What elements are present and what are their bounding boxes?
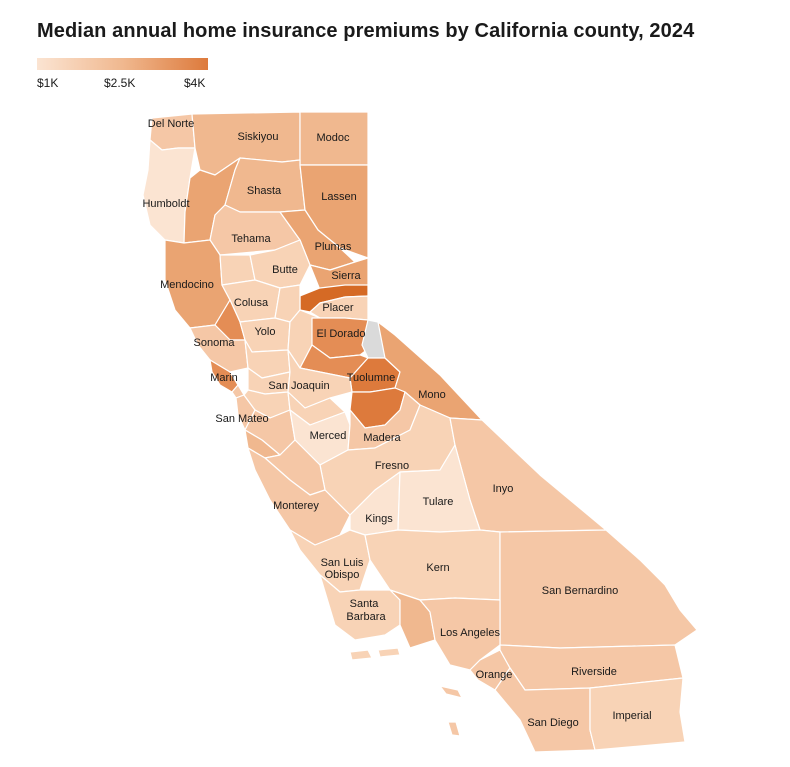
legend-tick-mid: $2.5K (104, 76, 136, 90)
label-sonoma: Sonoma (194, 337, 236, 349)
county-san-joaquin[interactable] (287, 349, 353, 409)
label-san-joaquin: San Joaquin (268, 380, 329, 392)
label-humboldt: Humboldt (142, 198, 189, 210)
label-del-norte: Del Norte (148, 118, 194, 130)
label-yolo: Yolo (254, 326, 275, 338)
label-san-mateo: San Mateo (215, 413, 268, 425)
label-merced: Merced (310, 430, 347, 442)
county-monterey[interactable] (247, 447, 351, 546)
label-santa-barbara-line1: Santa (350, 598, 380, 610)
map-title: Median annual home insurance premiums by… (37, 20, 695, 42)
label-orange: Orange (476, 669, 513, 681)
label-el-dorado: El Dorado (317, 328, 366, 340)
label-sierra: Sierra (331, 270, 361, 282)
label-san-diego: San Diego (527, 717, 578, 729)
legend-tick-max: $4K (184, 76, 206, 90)
label-san-luis-obispo-line1: San Luis (321, 557, 364, 569)
label-plumas: Plumas (315, 241, 352, 253)
color-legend: $1K $2.5K $4K (37, 58, 208, 90)
island-santa-rosa (349, 649, 373, 661)
label-kern: Kern (426, 562, 449, 574)
label-mendocino: Mendocino (160, 279, 214, 291)
label-kings: Kings (365, 513, 393, 525)
label-los-angeles: Los Angeles (440, 627, 500, 639)
label-tuolumne: Tuolumne (347, 372, 396, 384)
island-santa-catalina (439, 685, 463, 699)
label-riverside: Riverside (571, 666, 617, 678)
label-santa-barbara-line2: Barbara (346, 611, 386, 623)
legend-gradient-bar (37, 58, 208, 70)
label-siskiyou: Siskiyou (238, 131, 279, 143)
legend-tick-min: $1K (37, 76, 59, 90)
label-san-bernardino: San Bernardino (542, 585, 618, 597)
label-imperial: Imperial (612, 710, 651, 722)
label-madera: Madera (363, 432, 401, 444)
county-imperial[interactable] (589, 677, 686, 751)
label-inyo: Inyo (493, 483, 514, 495)
label-mono: Mono (418, 389, 446, 401)
label-modoc: Modoc (316, 132, 350, 144)
label-butte: Butte (272, 264, 298, 276)
label-lassen: Lassen (321, 191, 356, 203)
label-placer: Placer (322, 302, 354, 314)
label-marin: Marin (210, 372, 238, 384)
label-shasta: Shasta (247, 185, 282, 197)
label-colusa: Colusa (234, 297, 269, 309)
label-monterey: Monterey (273, 500, 319, 512)
label-fresno: Fresno (375, 460, 409, 472)
label-tulare: Tulare (423, 496, 454, 508)
island-santa-cruz (377, 647, 401, 658)
label-tehama: Tehama (231, 233, 271, 245)
label-san-luis-obispo-line2: Obispo (325, 569, 360, 581)
island-san-clemente (447, 721, 461, 737)
